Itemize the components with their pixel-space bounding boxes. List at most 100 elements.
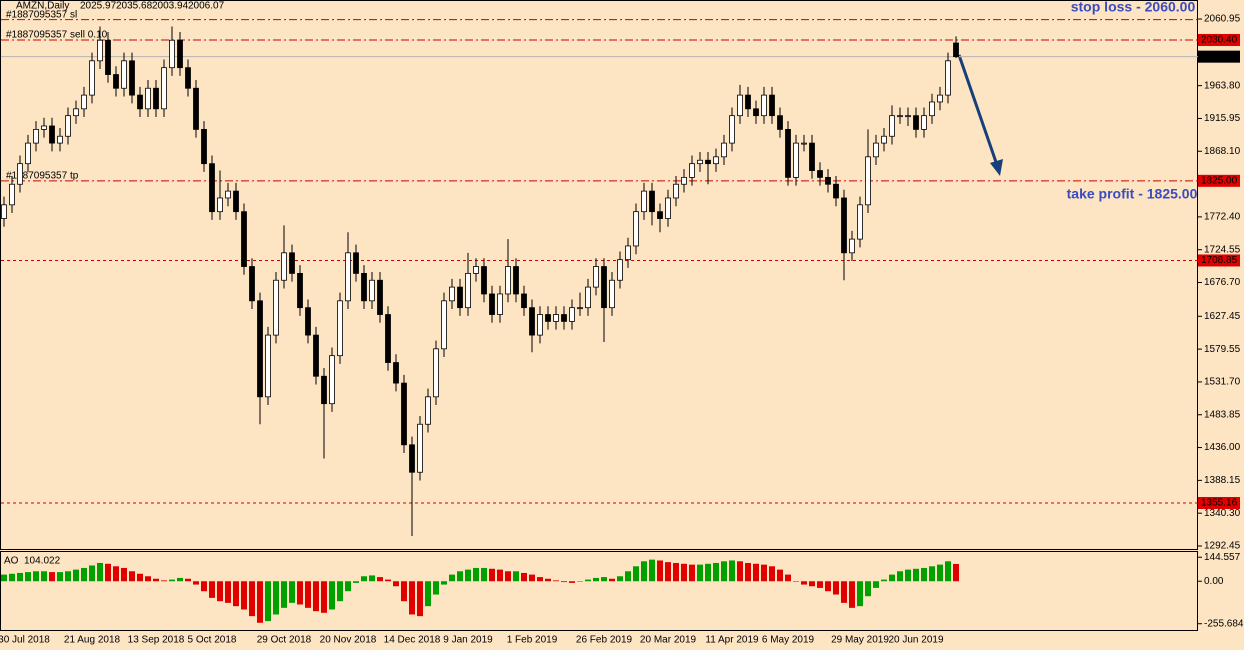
candle-body [825,176,831,185]
ao-bar [753,563,759,582]
candle-body [73,108,79,117]
candle-body [185,67,191,89]
y-tick-label: 1340.30 [1204,508,1241,519]
level-box [1198,33,1240,46]
ao-bar [137,573,143,582]
ao-bar [769,566,775,582]
y-tick-label: 1772.40 [1204,212,1241,223]
candle-body [369,279,375,302]
main-panel [0,0,1198,550]
candle-body [353,252,359,274]
candle-body [225,190,231,199]
candle-body [305,307,311,336]
ao-bar [89,565,95,582]
y-tick-label: -255.684 [1204,618,1244,629]
ao-bar [945,561,951,582]
ao-bar [825,581,831,592]
order-label: #1887095357 sell 0.10 [6,30,108,41]
ao-bar [193,581,199,585]
candle-body [257,300,263,398]
candle-body [945,60,951,96]
x-tick-label: 9 Jan 2019 [443,635,493,646]
candle-body [1,204,7,219]
indicator-panel [0,551,1198,631]
candle-body [313,334,319,377]
candle-body [681,176,687,185]
candle-body [601,266,607,309]
candle-body [577,307,583,310]
candle-body [121,60,127,89]
ao-bar [49,572,55,582]
ao-bar [385,579,391,582]
ao-bar [801,581,807,585]
candle-body [897,115,903,118]
ao-bar [161,580,167,582]
x-tick-label: 6 May 2019 [762,635,815,646]
y-tick-label: 1915.95 [1204,113,1241,124]
candle-body [233,190,239,213]
candle-body [81,94,87,110]
ao-bar [865,581,871,597]
level-box [1198,496,1240,509]
ao-bar [729,560,735,582]
candle-body [921,115,927,130]
ao-bar [529,574,535,582]
x-tick-label: 11 Apr 2019 [705,635,759,646]
ao-bar [249,581,255,617]
ao-bar [257,581,263,623]
candle-body [113,74,119,89]
candle-body [489,293,495,315]
candle-body [97,39,103,62]
ao-bar [897,571,903,582]
candle-body [569,307,575,322]
ao-bar [185,578,191,582]
candle-body [937,94,943,103]
candle-body [473,266,479,274]
ao-bar [833,581,839,595]
candle-body [377,279,383,315]
candle-body [281,252,287,281]
candle-body [193,87,199,130]
ao-bar [369,575,375,582]
ao-bar [689,564,695,582]
candle-body [801,142,807,145]
ao-bar [809,581,815,587]
y-tick-label: 1963.80 [1204,80,1241,91]
ao-bar [329,581,335,610]
candle-body [33,128,39,144]
ao-bar [857,581,863,607]
y-tick-label: 1388.15 [1204,475,1241,486]
candle-body [449,286,455,302]
x-tick-label: 20 Nov 2018 [320,635,377,646]
candle-body [57,135,63,144]
order-label: #1887095357 sl [6,9,77,20]
ao-bar [649,559,655,582]
candle-body [889,115,895,137]
ao-bar [913,568,919,582]
y-tick-label: 1627.45 [1204,311,1241,322]
ao-bar [497,569,503,582]
candle-body [401,382,407,446]
candle-body [905,115,911,118]
ao-bar [321,581,327,613]
take-profit-annotation: take profit - 1825.00 [1067,186,1198,202]
ao-bar [625,571,631,582]
x-tick-label: 26 Feb 2019 [576,635,633,646]
y-tick-label: 1292.45 [1204,541,1241,552]
ao-bar [873,581,879,588]
candle-body [737,94,743,117]
ao-bar [513,571,519,582]
ao-bar [673,562,679,582]
candle-body [105,39,111,75]
candle-body [761,94,767,117]
candle-body [169,39,175,69]
ao-bar [665,562,671,582]
ao-bar [849,581,855,608]
stop-loss-annotation: stop loss - 2060.00 [1071,0,1196,15]
ao-bar [937,564,943,582]
ao-bar [81,567,87,582]
arrow [957,54,1003,176]
